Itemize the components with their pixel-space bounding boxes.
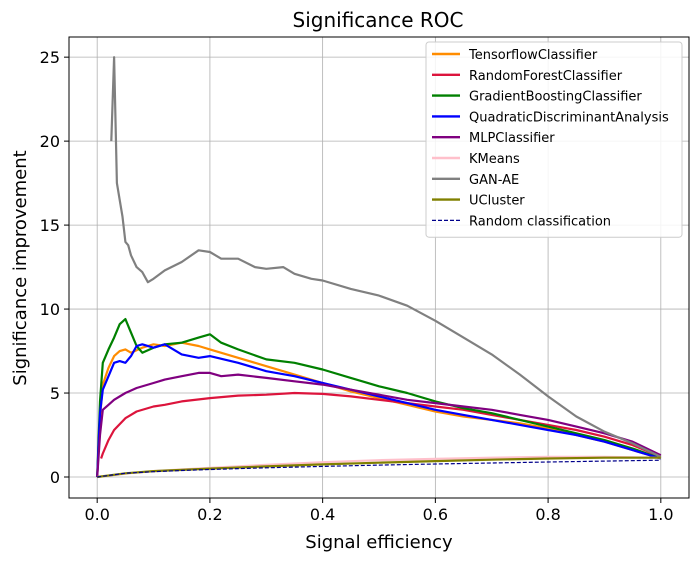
axis-ticks: 0.0 0.2 0.4 0.6 0.8 1.0 0 5 10 15 20 25 xyxy=(40,48,674,524)
y-axis-label: Significance improvement xyxy=(10,150,31,385)
legend-label: KMeans xyxy=(469,152,520,167)
series-line-gan-ae xyxy=(110,56,662,458)
x-tick-label: 1.0 xyxy=(648,505,673,524)
chart-title: Significance ROC xyxy=(293,8,464,32)
x-tick-label: 0.8 xyxy=(535,505,560,524)
legend-label: QuadraticDiscriminantAnalysis xyxy=(469,110,669,125)
y-tick-label: 10 xyxy=(40,300,60,319)
series-line-gradientboostingclassifier xyxy=(96,318,662,478)
y-tick-label: 5 xyxy=(50,384,60,403)
legend-label: TensorflowClassifier xyxy=(468,48,598,63)
plot-frame xyxy=(68,36,690,499)
legend-label: GAN-AE xyxy=(469,173,519,188)
series-line-quadraticdiscriminantanalysis xyxy=(96,343,662,478)
legend-label: RandomForestClassifier xyxy=(469,69,623,84)
plot-series xyxy=(96,56,662,479)
x-tick-label: 0.2 xyxy=(197,505,222,524)
legend-label: GradientBoostingClassifier xyxy=(469,90,642,105)
x-tick-label: 0.6 xyxy=(423,505,448,524)
x-tick-label: 0.4 xyxy=(310,505,335,524)
series-line-kmeans xyxy=(97,455,661,479)
x-axis-label: Signal efficiency xyxy=(305,532,453,553)
series-line-random-classification xyxy=(97,459,661,478)
legend-box xyxy=(425,41,683,238)
series-line-randomforestclassifier xyxy=(100,391,662,459)
legend-label: Random classification xyxy=(469,214,611,229)
legend: TensorflowClassifier RandomForestClassifi… xyxy=(425,41,683,238)
y-tick-label: 0 xyxy=(50,468,60,487)
y-tick-label: 20 xyxy=(40,132,60,151)
series-line-mlpclassifier xyxy=(96,371,662,478)
series-line-tensorflowclassifier xyxy=(96,341,662,478)
legend-label: UCluster xyxy=(469,194,525,209)
legend-label: MLPClassifier xyxy=(469,131,555,146)
y-tick-label: 15 xyxy=(40,216,60,235)
y-tick-label: 25 xyxy=(40,48,60,67)
x-tick-label: 0.0 xyxy=(84,505,109,524)
